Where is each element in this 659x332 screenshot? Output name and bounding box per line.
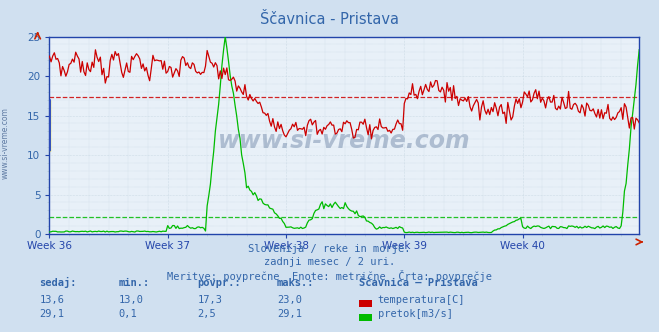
Text: www.si-vreme.com: www.si-vreme.com bbox=[218, 129, 471, 153]
Text: temperatura[C]: temperatura[C] bbox=[378, 295, 465, 305]
Text: maks.:: maks.: bbox=[277, 278, 314, 288]
Text: 17,3: 17,3 bbox=[198, 295, 223, 305]
Text: 13,6: 13,6 bbox=[40, 295, 65, 305]
Text: Meritve: povprečne  Enote: metrične  Črta: povprečje: Meritve: povprečne Enote: metrične Črta:… bbox=[167, 270, 492, 282]
Text: povpr.:: povpr.: bbox=[198, 278, 241, 288]
Text: www.si-vreme.com: www.si-vreme.com bbox=[1, 107, 10, 179]
Text: pretok[m3/s]: pretok[m3/s] bbox=[378, 309, 453, 319]
Text: min.:: min.: bbox=[119, 278, 150, 288]
Text: 2,5: 2,5 bbox=[198, 309, 216, 319]
Text: 29,1: 29,1 bbox=[40, 309, 65, 319]
Text: zadnji mesec / 2 uri.: zadnji mesec / 2 uri. bbox=[264, 257, 395, 267]
Text: sedaj:: sedaj: bbox=[40, 277, 77, 288]
Text: Ščavnica - Pristava: Ščavnica - Pristava bbox=[260, 12, 399, 27]
Text: 29,1: 29,1 bbox=[277, 309, 302, 319]
Text: Slovenija / reke in morje.: Slovenija / reke in morje. bbox=[248, 244, 411, 254]
Text: 23,0: 23,0 bbox=[277, 295, 302, 305]
Text: 0,1: 0,1 bbox=[119, 309, 137, 319]
Text: Ščavnica – Pristava: Ščavnica – Pristava bbox=[359, 278, 478, 288]
Text: 13,0: 13,0 bbox=[119, 295, 144, 305]
